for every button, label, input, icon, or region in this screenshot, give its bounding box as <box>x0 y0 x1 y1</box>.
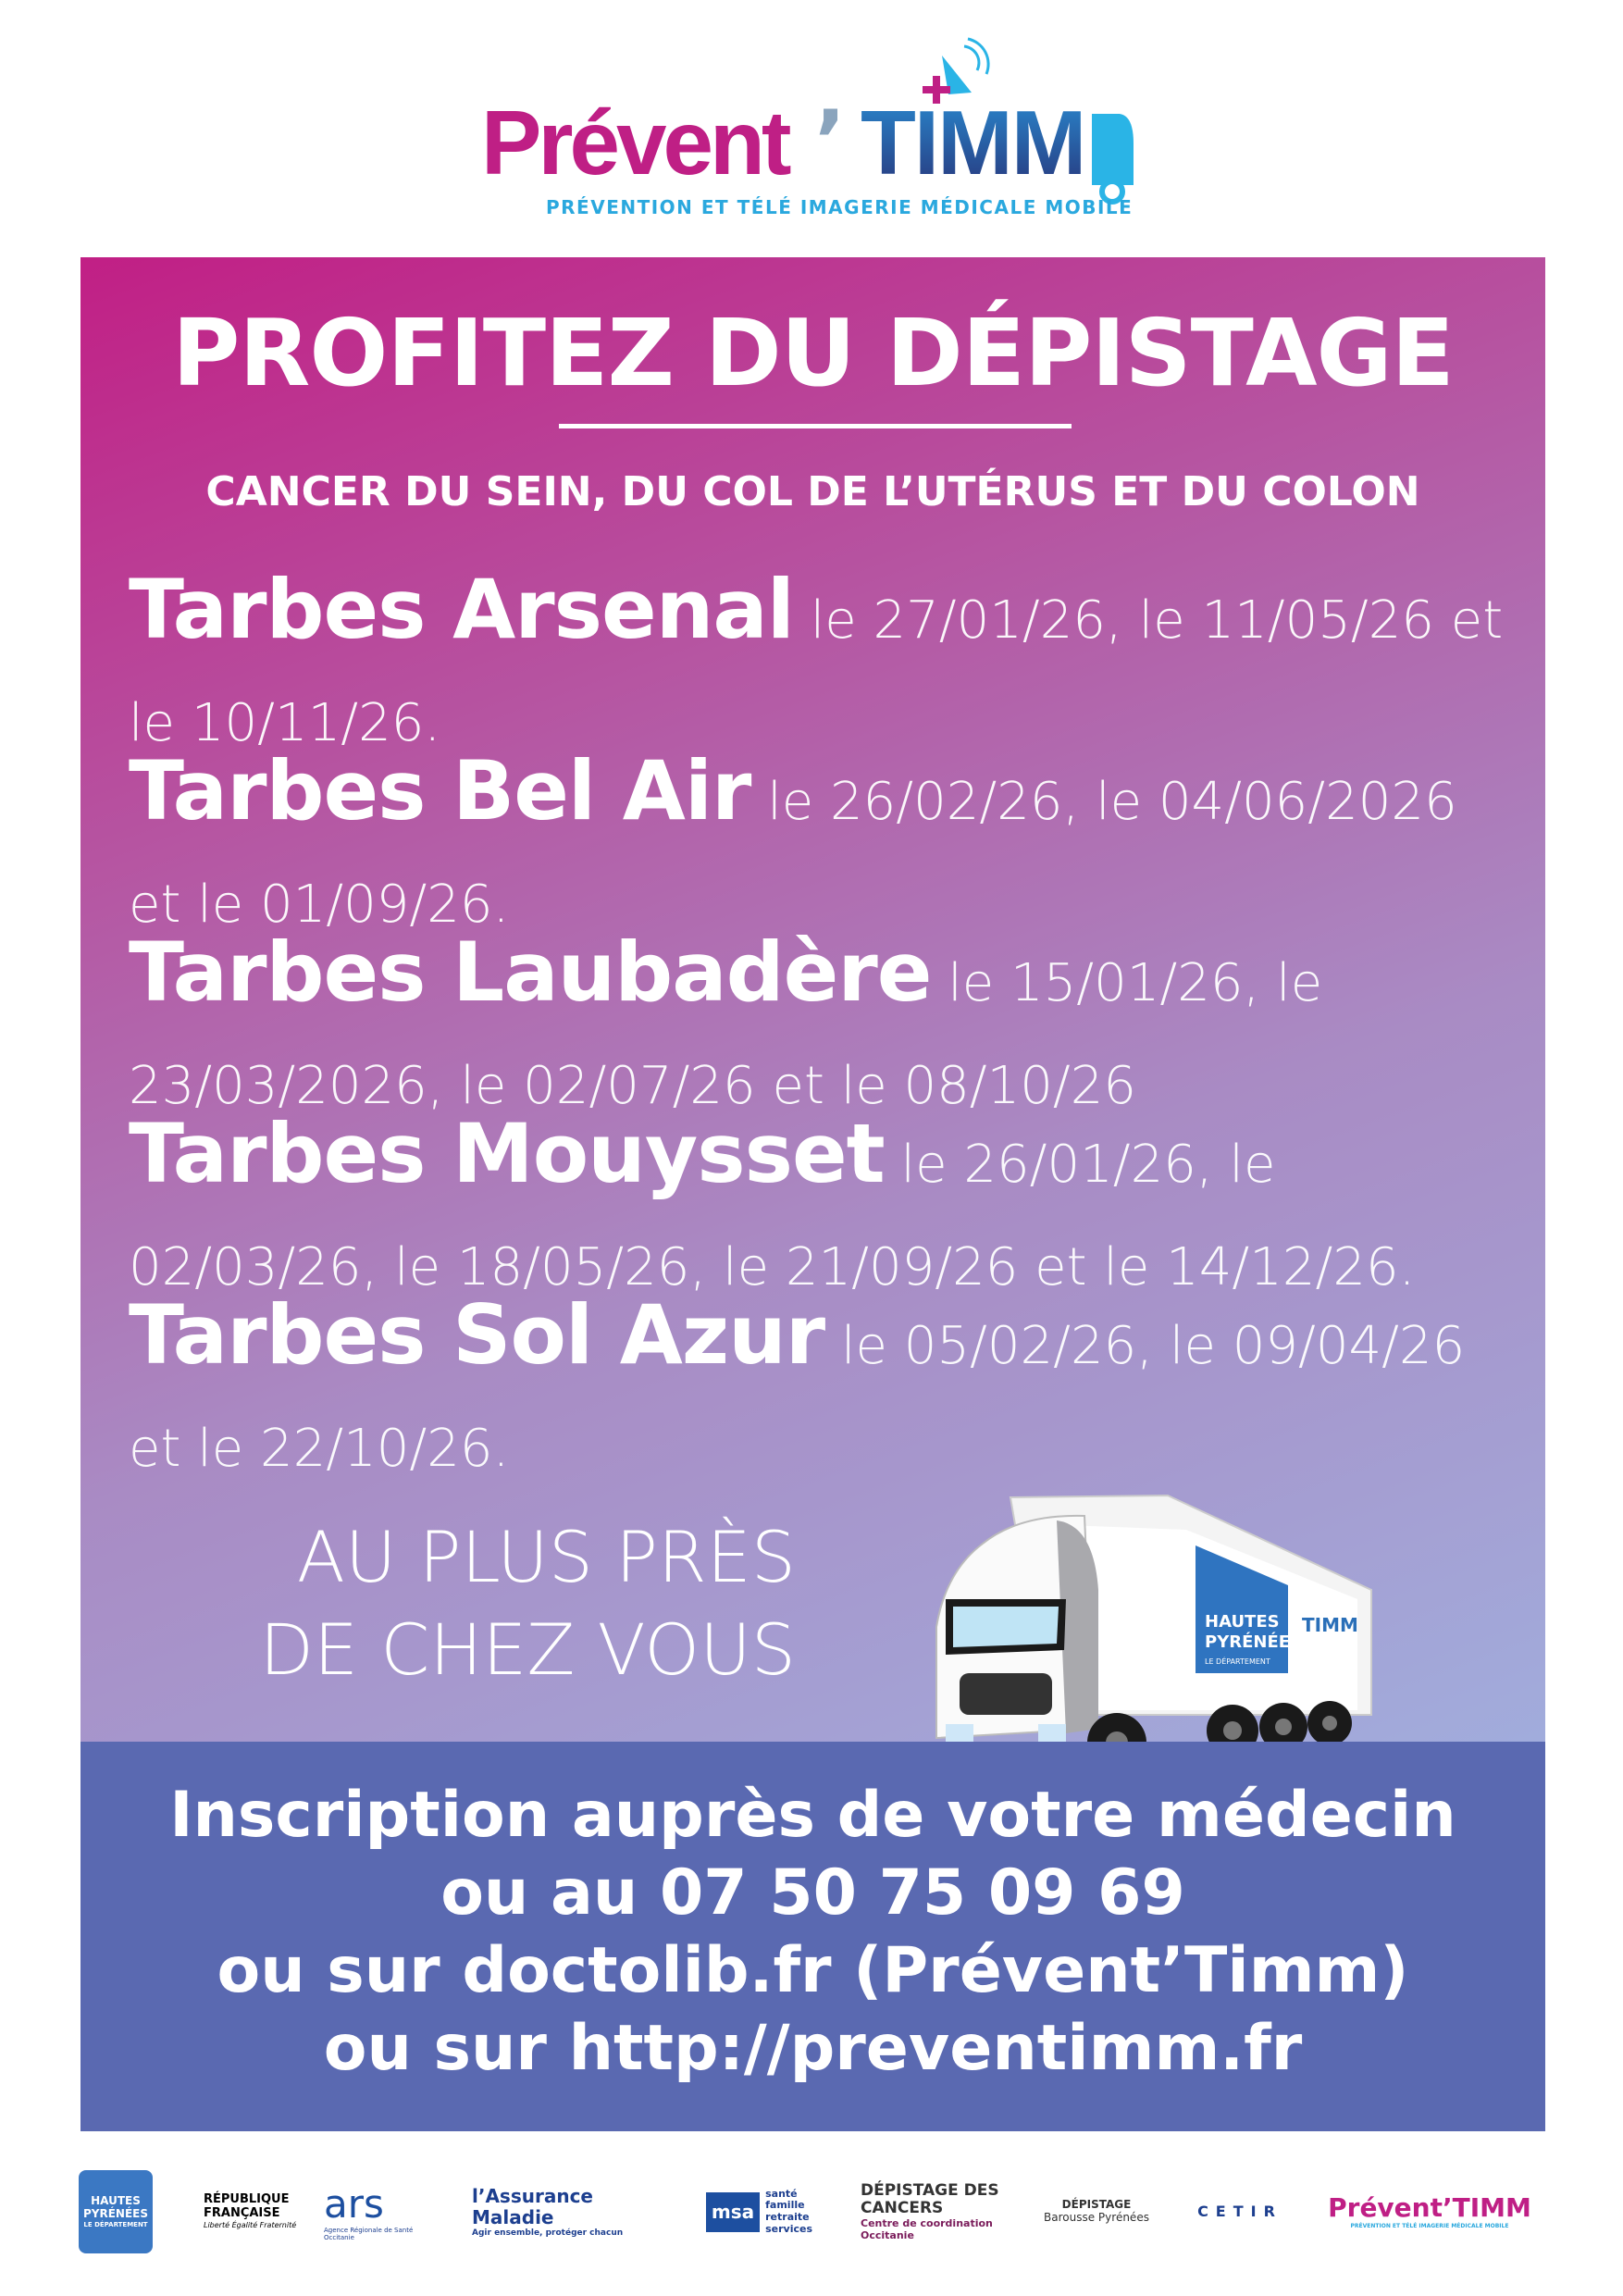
truck-logo-timm: TIMM <box>1302 1614 1358 1636</box>
truck-logo-text: LE DÉPARTEMENT <box>1205 1656 1270 1666</box>
slogan-line1: AU PLUS PRÈS <box>296 1516 796 1598</box>
truck-logo-text: PYRÉNÉES <box>1205 1632 1302 1652</box>
partner-logo: l’Assurance Maladie Agir ensemble, protég… <box>472 2184 624 2238</box>
site-name: Tarbes Sol Azur <box>129 1287 825 1383</box>
contact-website: ou sur http://preventimm.fr <box>323 2012 1303 2085</box>
contact-doctolib: ou sur doctolib.fr (Prévent’Timm) <box>217 1934 1409 2007</box>
truck-illustration: HAUTES PYRÉNÉES LE DÉPARTEMENT TIMM <box>935 1494 1372 1775</box>
truck-logo-text: HAUTES <box>1205 1612 1280 1632</box>
site-entry: Tarbes Sol Azur le 05/02/26, le 09/04/26… <box>129 1290 1517 1507</box>
slogan-line2: DE CHEZ VOUS <box>259 1608 797 1691</box>
logo-suffix: TIMM <box>861 92 1086 193</box>
satellite-cross-icon <box>923 37 990 104</box>
site-dates: le 15/01/26, le 23/03/2026, le 02/07/26 … <box>129 953 1323 1116</box>
site-name: Tarbes Mouysset <box>129 1106 886 1201</box>
site-name: Tarbes Arsenal <box>129 562 795 657</box>
prevent-timm-logo: Prévent ’ TIMM PRÉVENTION ET TÉLÉ IMAGER… <box>481 37 1147 231</box>
partner-logo: ars Agence Régionale de Santé Occitanie <box>324 2180 414 2242</box>
site-entry: Tarbes Mouysset le 26/01/26, le 02/03/26… <box>129 1109 1517 1325</box>
partner-logo: RÉPUBLIQUE FRANÇAISE Liberté Égalité Frat… <box>204 2192 297 2230</box>
partner-logo: msa santé famille retraite services <box>694 2170 833 2253</box>
site-name: Tarbes Bel Air <box>129 743 751 838</box>
site-entry: Tarbes Laubadère le 15/01/26, le 23/03/2… <box>129 927 1517 1144</box>
logo-brand: Prévent <box>481 92 792 193</box>
slogan: AU PLUS PRÈS DE CHEZ VOUS <box>260 1511 797 1696</box>
truck-department-logo <box>1196 1545 1288 1673</box>
contact-band: Inscription auprès de votre médecin ou a… <box>81 1742 1545 2131</box>
logo-tagline: PRÉVENTION ET TÉLÉ IMAGERIE MÉDICALE MOB… <box>546 196 1134 218</box>
partner-logo: CETIR <box>1197 2202 1282 2220</box>
partner-logos: HAUTES PYRÉNÉES LE DÉPARTEMENT RÉPUBLIQUE… <box>74 2170 1555 2263</box>
page-title: PROFITEZ DU DÉPISTAGE <box>172 299 1455 407</box>
logo-apostrophe: ’ <box>814 93 847 190</box>
partner-logo: Prévent’TIMM PRÉVENTION ET TÉLÉ IMAGERIE … <box>1328 2192 1531 2229</box>
site-dates: le 26/02/26, le 04/06/2026 et le 01/09/2… <box>129 772 1457 935</box>
site-entry: Tarbes Arsenal le 27/01/26, le 11/05/26 … <box>129 565 1517 781</box>
partner-logo: HAUTES PYRÉNÉES LE DÉPARTEMENT <box>79 2170 153 2253</box>
site-dates: le 05/02/26, le 09/04/26 et le 22/10/26. <box>129 1316 1466 1479</box>
contact-line: Inscription auprès de votre médecin <box>169 1779 1456 1852</box>
title-divider <box>559 424 1072 428</box>
contact-phone: ou au 07 50 75 09 69 <box>440 1856 1185 1930</box>
van-icon <box>1092 114 1134 205</box>
partner-logo: DÉPISTAGE Barousse Pyrénées <box>1044 2198 1149 2224</box>
site-dates: le 26/01/26, le 02/03/26, le 18/05/26, l… <box>129 1135 1416 1297</box>
site-dates: le 27/01/26, le 11/05/26 et le 10/11/26. <box>129 590 1504 753</box>
site-entry: Tarbes Bel Air le 26/02/26, le 04/06/202… <box>129 746 1517 962</box>
site-name: Tarbes Laubadère <box>129 925 932 1020</box>
page-subtitle: CANCER DU SEIN, DU COL DE L’UTÉRUS ET DU… <box>205 468 1420 515</box>
screening-panel: PROFITEZ DU DÉPISTAGE CANCER DU SEIN, DU… <box>81 257 1545 1775</box>
partner-logo: DÉPISTAGE DES CANCERS Centre de coordinat… <box>861 2180 999 2241</box>
